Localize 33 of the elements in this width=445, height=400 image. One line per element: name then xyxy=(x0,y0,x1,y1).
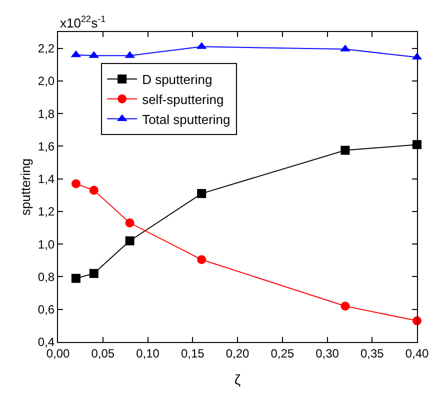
x-tick-label: 0,20 xyxy=(226,346,250,360)
y-tick-label: 1,6 xyxy=(38,139,55,154)
x-tick-label: 0,05 xyxy=(91,346,115,360)
y-tick-label: 1,0 xyxy=(38,237,55,252)
y-tick-label: 1,8 xyxy=(38,106,55,121)
point xyxy=(71,179,80,188)
point xyxy=(125,236,134,246)
y-tick-label: 1,4 xyxy=(38,172,55,186)
y-tick-label: 0,8 xyxy=(38,270,55,284)
text: x10$^{22}$s$^{-1}$ xyxy=(60,14,106,30)
point xyxy=(71,274,80,283)
point xyxy=(89,268,98,278)
point xyxy=(125,218,134,228)
point xyxy=(197,255,206,264)
x-tick-label: 0,10 xyxy=(136,346,160,360)
point xyxy=(340,146,350,155)
legend-label: self-sputtering xyxy=(142,92,224,107)
x-tick-label: 0,30 xyxy=(316,346,340,360)
x-tick-label: 0,15 xyxy=(180,346,205,360)
point xyxy=(197,189,206,198)
point xyxy=(89,186,98,195)
y-tick-label: 0,6 xyxy=(38,302,55,317)
y-axis-title: sputtering xyxy=(18,158,33,216)
x-axis-title: ζ xyxy=(234,372,241,388)
y-tick-label: 2,2 xyxy=(38,42,55,56)
y-tick-label: 2,0 xyxy=(38,74,55,88)
point xyxy=(340,302,350,311)
legend-label: Total sputtering xyxy=(142,112,230,127)
x-tick-label: 0,25 xyxy=(270,346,294,360)
x-tick-label: 0,40 xyxy=(405,346,429,360)
y-tick-label: 1,2 xyxy=(38,204,55,219)
legend-label: D sputtering xyxy=(142,72,212,88)
x-tick-label: 0,35 xyxy=(360,346,384,360)
